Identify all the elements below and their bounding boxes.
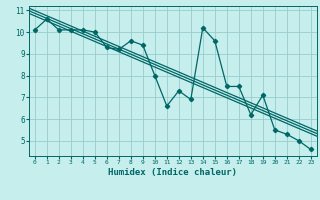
X-axis label: Humidex (Indice chaleur): Humidex (Indice chaleur) <box>108 168 237 177</box>
